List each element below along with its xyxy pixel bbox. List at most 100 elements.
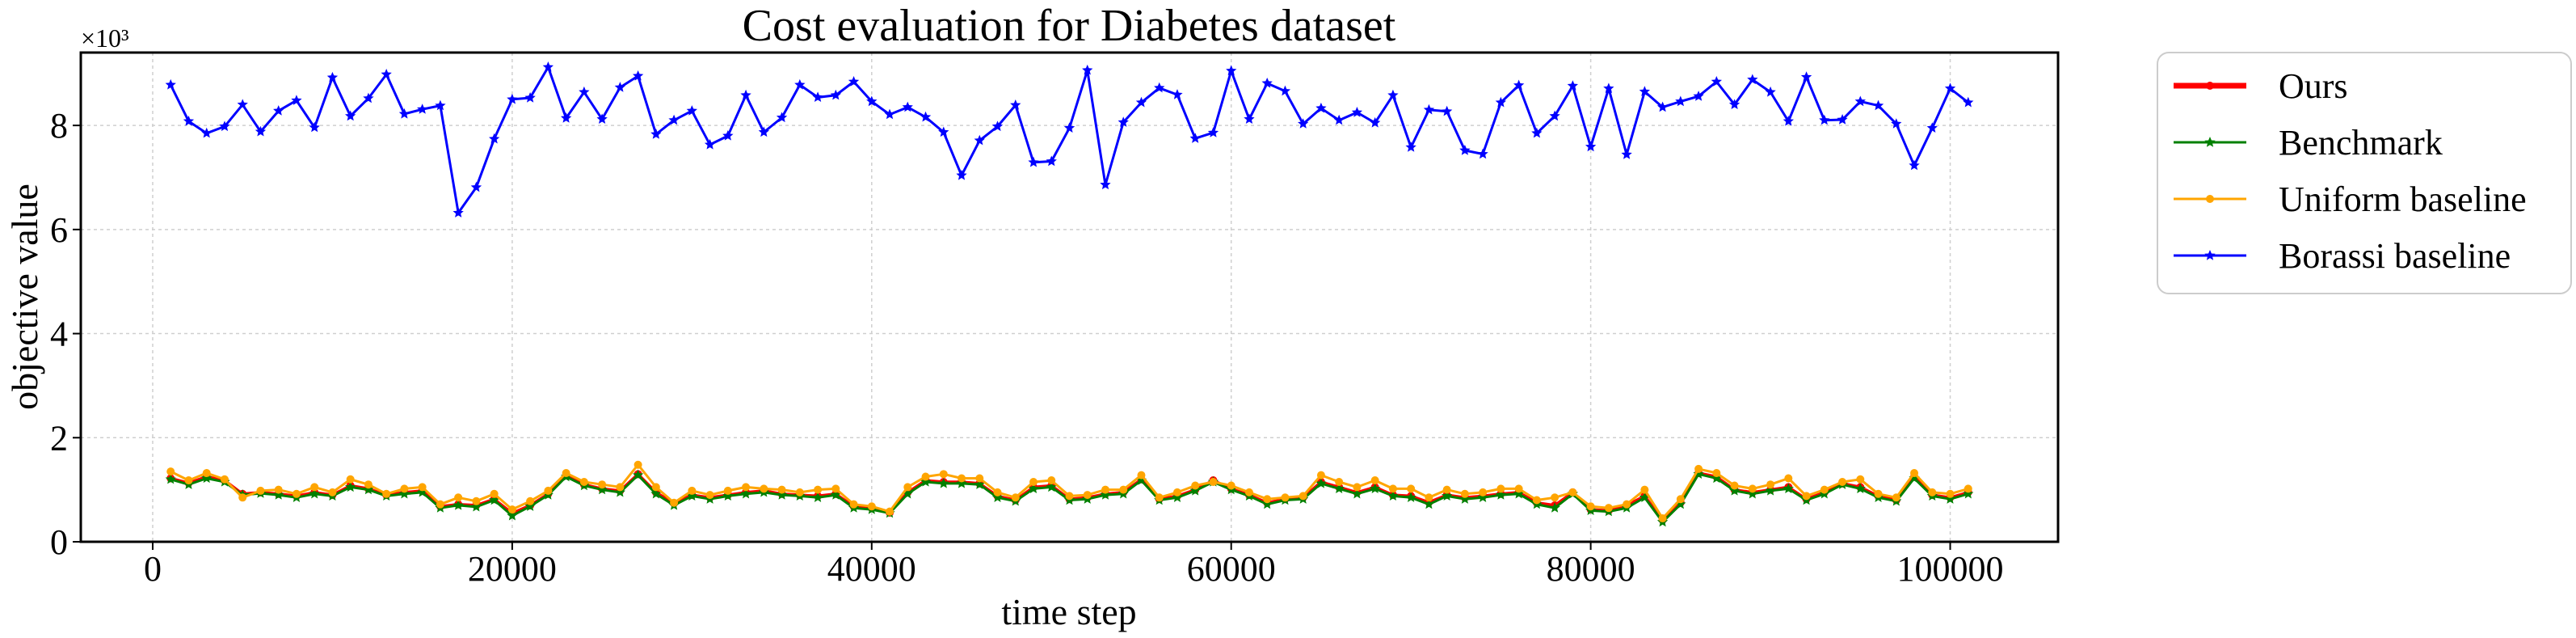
data-point <box>956 169 967 180</box>
data-point <box>1640 485 1649 494</box>
data-point <box>363 92 374 104</box>
data-point <box>1765 86 1776 97</box>
data-point <box>794 78 806 90</box>
data-point <box>686 490 697 501</box>
data-point <box>975 474 984 483</box>
data-point <box>848 76 860 87</box>
data-point <box>1944 493 1956 504</box>
data-point <box>381 69 392 79</box>
legend-marker <box>2206 195 2214 203</box>
data-point <box>974 479 985 489</box>
data-point <box>526 496 535 505</box>
data-point <box>255 125 267 137</box>
data-point <box>1892 493 1900 502</box>
data-point <box>470 501 482 512</box>
data-point <box>614 82 625 92</box>
legend-entry: Borassi baseline <box>2174 236 2511 276</box>
data-point <box>991 492 1004 502</box>
data-point <box>1119 485 1128 494</box>
data-point <box>1100 489 1111 500</box>
data-point <box>1551 493 1559 502</box>
data-point <box>1694 464 1703 473</box>
data-point <box>920 476 932 487</box>
data-point <box>472 496 481 505</box>
data-point <box>1100 179 1111 190</box>
data-point <box>1603 82 1614 94</box>
data-point <box>920 111 932 122</box>
data-point <box>166 467 175 476</box>
data-point <box>1728 484 1740 496</box>
data-point <box>1854 483 1866 493</box>
data-point <box>364 480 373 489</box>
data-point <box>489 133 500 144</box>
data-point <box>1101 485 1109 494</box>
data-point <box>1191 481 1200 490</box>
data-point <box>1856 475 1865 484</box>
data-point <box>1460 489 1469 498</box>
data-point <box>1585 141 1597 152</box>
data-point <box>1586 502 1595 511</box>
legend-label: Uniform baseline <box>2279 180 2527 219</box>
data-point <box>902 488 913 499</box>
data-point <box>1783 483 1794 493</box>
data-point <box>273 105 284 116</box>
data-point <box>596 113 608 124</box>
data-point <box>454 493 463 502</box>
data-point <box>1910 469 1919 478</box>
data-point <box>273 489 284 500</box>
data-point <box>1766 480 1775 489</box>
data-point <box>596 484 608 495</box>
data-point <box>398 108 410 119</box>
data-point <box>452 207 464 218</box>
data-point <box>1189 133 1201 143</box>
data-point <box>650 488 662 499</box>
data-point <box>1765 484 1776 496</box>
data-point <box>1711 472 1722 484</box>
data-point <box>544 486 553 495</box>
data-point <box>1964 484 1972 493</box>
legend-entry: Ours <box>2174 66 2348 106</box>
data-point <box>704 138 716 150</box>
data-point <box>524 501 536 511</box>
data-point <box>1083 491 1092 500</box>
data-point <box>183 116 195 126</box>
data-point <box>452 499 464 510</box>
data-point <box>1333 114 1345 125</box>
data-point <box>1802 492 1811 501</box>
data-point <box>490 489 499 498</box>
legend-marker <box>2204 250 2216 260</box>
data-point <box>1227 481 1235 490</box>
data-point <box>1676 495 1685 504</box>
data-point <box>938 477 949 488</box>
data-point <box>435 99 446 111</box>
data-point <box>938 126 949 137</box>
data-point <box>1568 488 1577 496</box>
data-point <box>309 121 320 133</box>
data-point <box>1154 82 1165 93</box>
data-point <box>1639 86 1650 96</box>
data-point <box>1730 481 1739 490</box>
data-point <box>1872 99 1884 111</box>
data-point <box>939 470 948 479</box>
data-point <box>202 469 211 478</box>
data-point <box>1748 484 1757 493</box>
data-point <box>1496 484 1505 493</box>
data-point <box>1333 483 1345 493</box>
data-point <box>291 95 302 105</box>
data-point <box>740 488 751 499</box>
chart-title: Cost evaluation for Diabetes dataset <box>743 1 1396 51</box>
data-point <box>184 476 193 485</box>
data-point <box>1963 96 1974 108</box>
data-point <box>1209 477 1218 486</box>
data-point <box>668 114 680 125</box>
data-point <box>1711 76 1722 87</box>
data-point <box>1675 95 1686 107</box>
data-point <box>1442 105 1453 116</box>
data-point <box>417 104 428 114</box>
data-point <box>1874 489 1883 498</box>
data-point <box>1819 114 1830 125</box>
data-point <box>1335 477 1344 486</box>
data-point <box>1423 498 1435 509</box>
data-point <box>1728 99 1740 109</box>
data-point <box>722 490 734 501</box>
